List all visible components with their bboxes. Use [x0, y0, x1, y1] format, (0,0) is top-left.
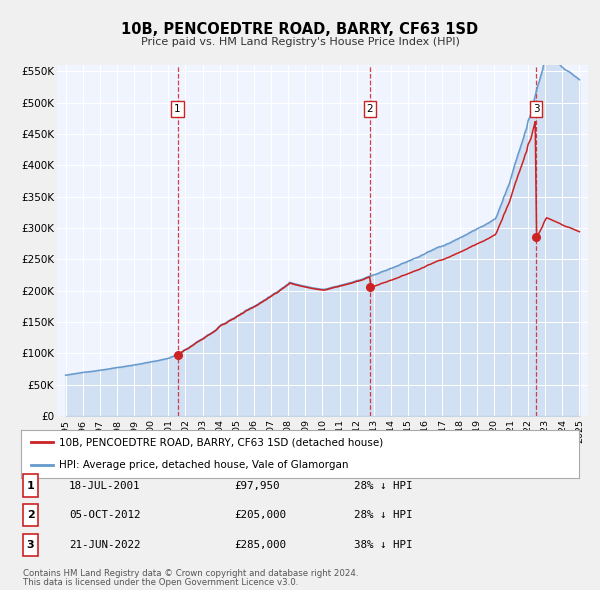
Text: 38% ↓ HPI: 38% ↓ HPI	[354, 540, 413, 550]
Text: 3: 3	[533, 104, 539, 114]
Text: Price paid vs. HM Land Registry's House Price Index (HPI): Price paid vs. HM Land Registry's House …	[140, 37, 460, 47]
Text: This data is licensed under the Open Government Licence v3.0.: This data is licensed under the Open Gov…	[23, 578, 298, 587]
Text: 1: 1	[27, 481, 34, 490]
Text: 2: 2	[367, 104, 373, 114]
Text: 05-OCT-2012: 05-OCT-2012	[69, 510, 140, 520]
Text: 21-JUN-2022: 21-JUN-2022	[69, 540, 140, 550]
Text: Contains HM Land Registry data © Crown copyright and database right 2024.: Contains HM Land Registry data © Crown c…	[23, 569, 358, 578]
Text: 28% ↓ HPI: 28% ↓ HPI	[354, 510, 413, 520]
Text: 18-JUL-2001: 18-JUL-2001	[69, 481, 140, 490]
Text: 1: 1	[174, 104, 181, 114]
Text: 10B, PENCOEDTRE ROAD, BARRY, CF63 1SD (detached house): 10B, PENCOEDTRE ROAD, BARRY, CF63 1SD (d…	[59, 437, 383, 447]
Text: 28% ↓ HPI: 28% ↓ HPI	[354, 481, 413, 490]
Text: £97,950: £97,950	[234, 481, 280, 490]
Text: 2: 2	[27, 510, 34, 520]
Text: 3: 3	[27, 540, 34, 550]
Text: 10B, PENCOEDTRE ROAD, BARRY, CF63 1SD: 10B, PENCOEDTRE ROAD, BARRY, CF63 1SD	[121, 22, 479, 37]
Text: HPI: Average price, detached house, Vale of Glamorgan: HPI: Average price, detached house, Vale…	[59, 460, 349, 470]
Text: £205,000: £205,000	[234, 510, 286, 520]
Text: £285,000: £285,000	[234, 540, 286, 550]
